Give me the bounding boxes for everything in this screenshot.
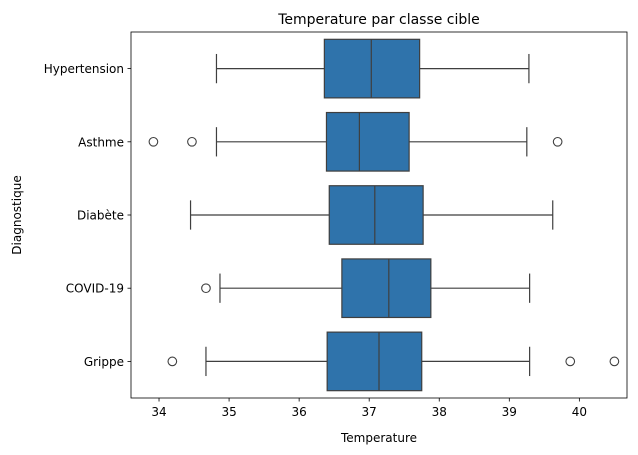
box-iqr	[326, 331, 423, 392]
x-tick-label: 39	[502, 405, 517, 419]
outlier-point	[187, 136, 197, 147]
plot-frame	[130, 31, 628, 399]
x-tick-label: 40	[572, 405, 587, 419]
x-tick-label: 38	[432, 405, 447, 419]
outlier-point	[609, 356, 620, 367]
box-group-covid-19	[201, 258, 531, 319]
box-group-asthme	[148, 111, 563, 172]
outlier-point	[552, 136, 563, 147]
x-axis-label: Temperature	[340, 431, 417, 445]
chart-title: Temperature par classe cible	[277, 12, 480, 28]
y-tick-label: COVID-19	[66, 282, 124, 296]
y-axis-label: Diagnostique	[10, 175, 24, 254]
x-tick-label: 34	[151, 405, 166, 419]
plot-area	[148, 38, 620, 392]
y-tick-label: Diabète	[77, 209, 124, 223]
box-iqr	[328, 185, 424, 245]
box-group-grippe	[167, 331, 620, 392]
outlier-point	[565, 356, 576, 367]
x-tick-label: 37	[362, 405, 377, 419]
y-axis-ticks: Hypertension Asthme Diabète COVID-19 Grippe	[44, 62, 131, 369]
box-group-diab-te	[189, 185, 554, 245]
y-tick-label: Asthme	[78, 135, 124, 149]
x-axis-ticks: 34 35 36 37 38 39 40	[151, 398, 587, 419]
box-iqr	[323, 38, 421, 99]
box-iqr	[325, 111, 410, 172]
x-tick-label: 36	[291, 405, 306, 419]
outlier-point	[148, 136, 159, 147]
x-tick-label: 35	[221, 405, 236, 419]
y-tick-label: Hypertension	[44, 62, 124, 76]
outlier-point	[201, 283, 211, 294]
y-tick-label: Grippe	[84, 355, 124, 369]
outlier-point	[167, 356, 178, 367]
box-iqr	[341, 258, 432, 319]
box-group-hypertension	[215, 38, 530, 99]
